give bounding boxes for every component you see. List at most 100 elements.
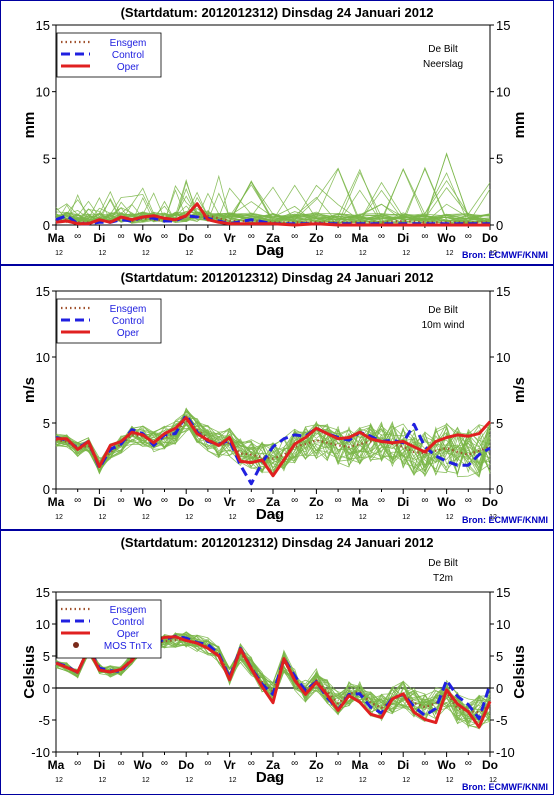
legend-label-control: Control [112, 617, 144, 628]
x-hour-label: 12 [489, 777, 497, 784]
x-day-label: Zo [309, 758, 324, 772]
x-hour-label: 12 [185, 250, 193, 257]
x-day-label: Do [178, 758, 194, 772]
x-midnight-label: ∞ [161, 495, 168, 506]
y-tick-label-right: 10 [496, 85, 510, 100]
legend-label-ensgem: Ensgem [110, 38, 147, 49]
ensemble-member-line [55, 634, 491, 725]
x-day-label: Di [397, 758, 409, 772]
panel-title: (Startdatum: 2012012312) Dinsdag 24 Janu… [121, 270, 434, 285]
x-hour-label: 12 [142, 514, 150, 521]
x-day-label: Wo [134, 231, 152, 245]
legend-label-oper: Oper [117, 62, 140, 73]
x-midnight-label: ∞ [335, 231, 342, 242]
x-midnight-label: ∞ [421, 231, 428, 242]
panel-wind: (Startdatum: 2012012312) Dinsdag 24 Janu… [21, 270, 528, 523]
station-label: De Bilt [428, 558, 458, 569]
x-axis-label: Dag [256, 506, 284, 523]
x-day-label: Di [397, 495, 409, 509]
y-tick-label-left: 10 [36, 85, 50, 100]
series-line-oper [55, 635, 492, 729]
legend-label-oper: Oper [117, 328, 140, 339]
x-hour-label: 12 [402, 514, 410, 521]
x-midnight-label: ∞ [335, 495, 342, 506]
x-midnight-label: ∞ [421, 495, 428, 506]
legend-swatch-mos [73, 642, 79, 648]
x-midnight-label: ∞ [465, 495, 472, 506]
x-midnight-label: ∞ [248, 495, 255, 506]
x-day-label: Wo [134, 758, 152, 772]
x-hour-label: 12 [99, 250, 107, 257]
y-axis-label-left: Celsius [21, 645, 38, 698]
y-tick-label-right: 15 [496, 585, 510, 600]
x-day-label: Zo [309, 231, 324, 245]
y-tick-label-left: 5 [43, 151, 50, 166]
y-tick-label-left: 15 [36, 585, 50, 600]
x-midnight-label: ∞ [378, 231, 385, 242]
x-midnight-label: ∞ [465, 231, 472, 242]
x-day-label: Wo [437, 758, 455, 772]
y-tick-label-right: 5 [496, 649, 503, 664]
x-day-label: Vr [224, 231, 236, 245]
x-midnight-label: ∞ [161, 758, 168, 769]
x-hour-label: 12 [446, 514, 454, 521]
x-day-label: Ma [48, 495, 65, 509]
x-hour-label: 12 [99, 777, 107, 784]
x-hour-label: 12 [272, 514, 280, 521]
y-axis-label-right: m/s [511, 377, 528, 403]
y-tick-label-right: 15 [496, 18, 510, 33]
series-line-oper [56, 416, 492, 478]
x-hour-label: 12 [446, 777, 454, 784]
legend-label-ensgem: Ensgem [110, 304, 147, 315]
x-day-label: Di [93, 495, 105, 509]
legend-label-oper: Oper [117, 629, 140, 640]
x-hour-label: 12 [316, 514, 324, 521]
x-day-label: Za [266, 495, 280, 509]
legend-label-control: Control [112, 316, 144, 327]
y-tick-label-left: 10 [36, 617, 50, 632]
series-line-oper [55, 202, 490, 227]
y-axis-label-left: mm [21, 112, 38, 139]
x-hour-label: 12 [272, 777, 280, 784]
x-day-label: Vr [224, 758, 236, 772]
x-axis-label: Dag [256, 769, 284, 786]
x-day-label: Di [93, 758, 105, 772]
x-day-label: Do [482, 758, 498, 772]
legend-box [56, 298, 162, 344]
y-tick-label-left: 15 [36, 18, 50, 33]
x-hour-label: 12 [446, 250, 454, 257]
x-hour-label: 12 [55, 777, 63, 784]
x-midnight-label: ∞ [118, 495, 125, 506]
legend-label-ensgem: Ensgem [110, 605, 147, 616]
x-day-label: Wo [437, 231, 455, 245]
y-tick-label-right: -5 [496, 713, 508, 728]
y-tick-label-right: 0 [496, 681, 503, 696]
source-label: Bron: ECMWF/KNMI [462, 782, 548, 792]
x-hour-label: 12 [402, 250, 410, 257]
x-day-label: Ma [351, 495, 368, 509]
x-hour-label: 12 [142, 250, 150, 257]
x-hour-label: 12 [489, 514, 497, 521]
x-hour-label: 12 [55, 514, 63, 521]
x-midnight-label: ∞ [161, 231, 168, 242]
x-midnight-label: ∞ [378, 758, 385, 769]
x-midnight-label: ∞ [291, 758, 298, 769]
series-line-control [55, 413, 491, 486]
x-midnight-label: ∞ [74, 495, 81, 506]
x-hour-label: 12 [402, 777, 410, 784]
y-axis-label-right: Celsius [511, 645, 528, 698]
x-midnight-label: ∞ [204, 231, 211, 242]
source-label: Bron: ECMWF/KNMI [462, 250, 548, 260]
y-tick-label-left: 15 [36, 284, 50, 299]
x-day-label: Do [482, 495, 498, 509]
legend-label-mos: MOS TnTx [104, 641, 152, 652]
x-hour-label: 12 [185, 777, 193, 784]
x-midnight-label: ∞ [204, 495, 211, 506]
y-tick-label-right: 10 [496, 350, 510, 365]
y-tick-label-left: -5 [38, 713, 50, 728]
x-midnight-label: ∞ [465, 758, 472, 769]
legend-label-control: Control [112, 50, 144, 61]
x-day-label: Wo [437, 495, 455, 509]
x-midnight-label: ∞ [118, 231, 125, 242]
x-hour-label: 12 [316, 777, 324, 784]
